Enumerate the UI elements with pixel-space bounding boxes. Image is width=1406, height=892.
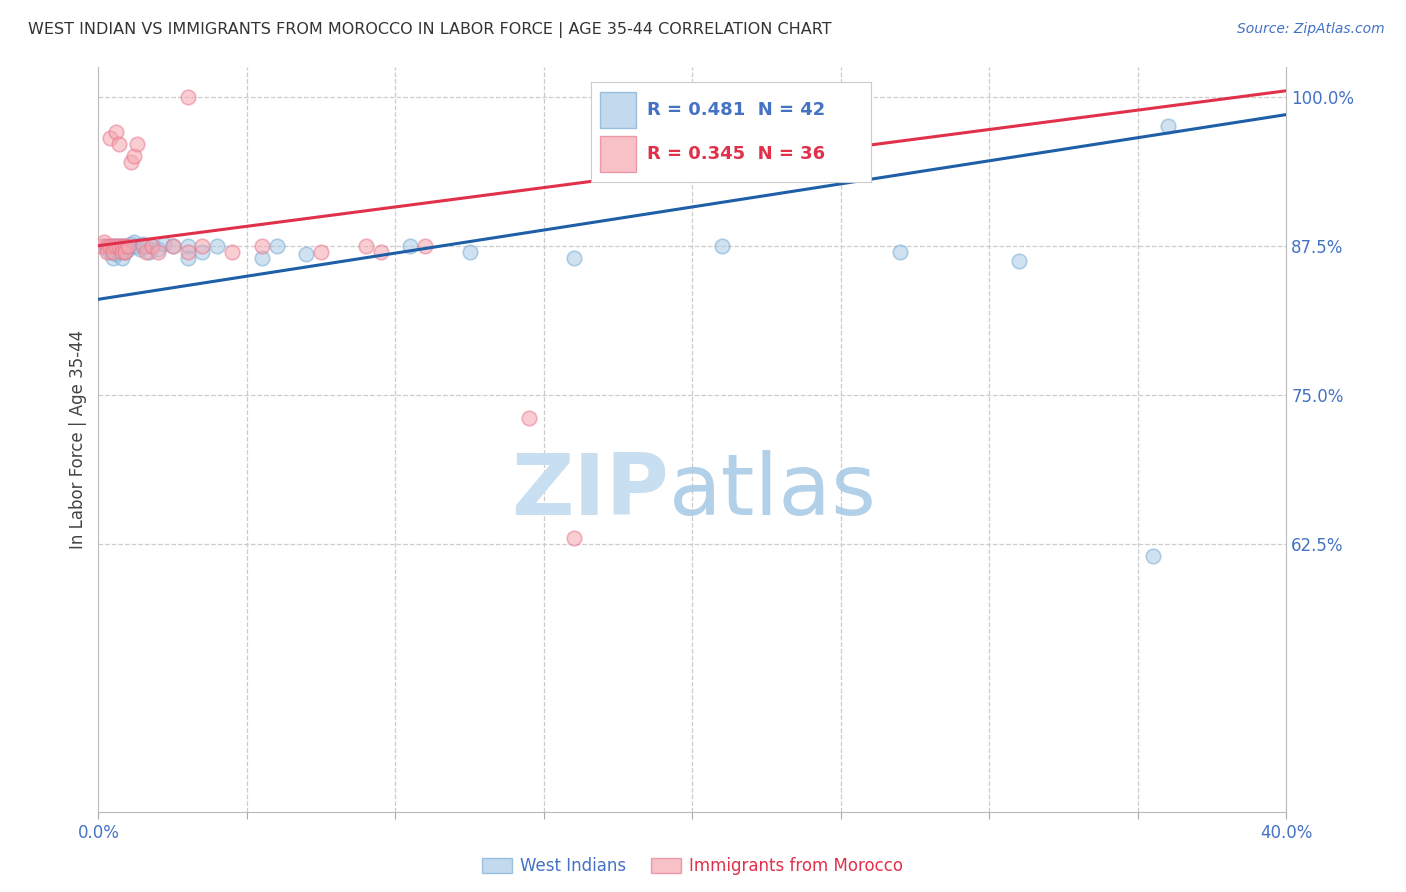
Point: [191, 238, 214, 252]
Point: [108, 137, 131, 152]
Point: [141, 238, 163, 252]
Text: Source: ZipAtlas.com: Source: ZipAtlas.com: [1237, 22, 1385, 37]
Point: [146, 242, 169, 256]
Point: [98, 131, 121, 145]
Point: [120, 155, 142, 169]
Point: [103, 244, 125, 259]
Point: [266, 238, 288, 252]
Point: [125, 238, 148, 252]
Point: [221, 244, 243, 259]
Point: [141, 238, 163, 252]
Point: [1008, 254, 1031, 268]
Point: [162, 238, 184, 252]
Point: [103, 238, 125, 252]
Point: [176, 251, 198, 265]
Point: [370, 244, 392, 259]
Text: ZIP: ZIP: [510, 450, 669, 533]
Point: [162, 238, 184, 252]
Y-axis label: In Labor Force | Age 35-44: In Labor Force | Age 35-44: [69, 330, 87, 549]
Point: [152, 237, 174, 252]
Point: [111, 244, 134, 259]
Point: [98, 238, 121, 252]
Point: [111, 251, 134, 265]
Point: [93, 235, 115, 249]
Point: [562, 531, 585, 545]
Point: [111, 238, 134, 252]
Point: [108, 238, 131, 252]
Point: [309, 244, 332, 259]
Point: [117, 238, 139, 252]
Text: WEST INDIAN VS IMMIGRANTS FROM MOROCCO IN LABOR FORCE | AGE 35-44 CORRELATION CH: WEST INDIAN VS IMMIGRANTS FROM MOROCCO I…: [28, 22, 832, 38]
Point: [96, 244, 118, 259]
Point: [90, 238, 112, 252]
Point: [889, 244, 911, 259]
Point: [135, 244, 157, 259]
Point: [458, 244, 481, 259]
Text: atlas: atlas: [669, 450, 877, 533]
Point: [117, 242, 139, 256]
Point: [132, 238, 155, 252]
Point: [413, 238, 436, 252]
Point: [1156, 120, 1178, 134]
Point: [132, 237, 155, 252]
Point: [122, 238, 145, 252]
Point: [125, 137, 148, 152]
Point: [108, 244, 131, 259]
Point: [295, 247, 318, 261]
Point: [105, 238, 128, 252]
Point: [105, 247, 128, 261]
Point: [122, 235, 145, 249]
Point: [114, 238, 136, 252]
Point: [114, 244, 136, 259]
Point: [96, 242, 118, 256]
Point: [93, 238, 115, 252]
Point: [191, 244, 214, 259]
Point: [111, 238, 134, 252]
Point: [114, 238, 136, 252]
Point: [562, 251, 585, 265]
Point: [176, 89, 198, 103]
Point: [146, 244, 169, 259]
Point: [120, 237, 142, 252]
Point: [129, 242, 152, 256]
Point: [517, 411, 540, 425]
Point: [108, 238, 131, 252]
Point: [105, 125, 128, 139]
Point: [117, 238, 139, 252]
Point: [1142, 549, 1164, 563]
Point: [250, 251, 273, 265]
Point: [138, 244, 160, 259]
Point: [176, 238, 198, 252]
Point: [98, 244, 121, 259]
Point: [122, 149, 145, 163]
Point: [354, 238, 377, 252]
Point: [711, 238, 734, 252]
Point: [96, 238, 118, 252]
Legend: West Indians, Immigrants from Morocco: West Indians, Immigrants from Morocco: [475, 850, 910, 881]
Point: [250, 238, 273, 252]
Point: [399, 238, 422, 252]
Point: [114, 244, 136, 259]
Point: [135, 238, 157, 252]
Point: [205, 238, 228, 252]
Point: [176, 244, 198, 259]
Point: [105, 238, 128, 252]
Point: [103, 238, 125, 252]
Point: [103, 251, 125, 265]
